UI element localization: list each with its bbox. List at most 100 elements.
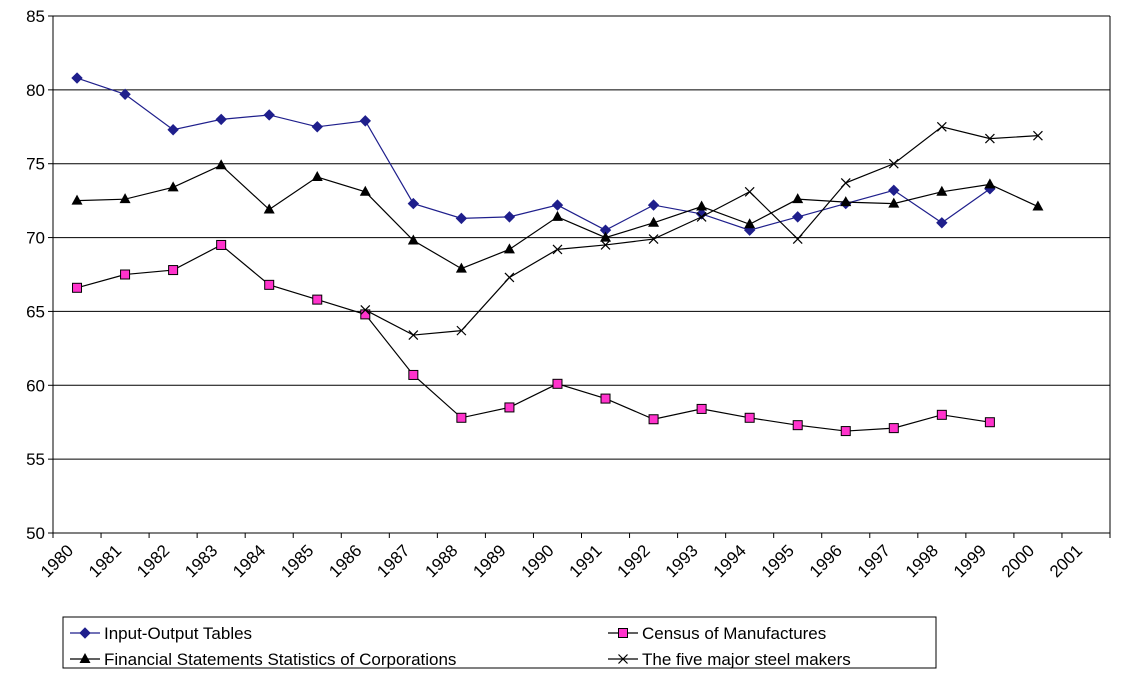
y-tick-label: 65 <box>26 302 45 321</box>
data-point-x <box>618 654 628 664</box>
x-tick-label: 1997 <box>854 541 894 581</box>
x-tick-label: 1980 <box>37 541 77 581</box>
data-point-x <box>840 177 851 188</box>
data-point-triangle <box>648 216 660 227</box>
y-tick-label: 55 <box>26 450 45 469</box>
data-point-square <box>456 412 467 423</box>
data-point-diamond <box>647 199 660 211</box>
x-tick-label: 1999 <box>950 541 990 581</box>
x-tick-label: 1985 <box>277 541 317 581</box>
data-point-triangle <box>79 653 91 663</box>
legend-label: Census of Manufactures <box>642 624 826 643</box>
data-point-x <box>888 158 899 169</box>
data-point-diamond <box>888 184 900 197</box>
data-point-triangle <box>1032 200 1044 211</box>
x-tick-label: 1986 <box>325 541 365 581</box>
data-point-x <box>1033 130 1043 141</box>
legend-item: Input-Output Tables <box>70 624 252 643</box>
data-point-diamond <box>791 211 804 223</box>
y-tick-label: 80 <box>26 81 45 100</box>
data-point-diamond <box>936 217 948 229</box>
x-tick-label: 1981 <box>85 541 125 581</box>
x-tick-label: 1982 <box>133 541 173 581</box>
data-point-triangle <box>71 194 83 205</box>
data-point-square <box>120 269 131 280</box>
data-point-triangle <box>359 185 371 196</box>
data-point-triangle <box>551 210 563 221</box>
data-point-square <box>840 426 851 437</box>
data-point-square <box>408 369 419 380</box>
legend: Input-Output Tables Census of Manufacture… <box>62 616 937 669</box>
x-tick-label: 1992 <box>614 541 654 581</box>
x-tick-label: 2000 <box>998 541 1038 581</box>
y-tick-labels: 50 55 60 65 70 75 80 85 <box>26 7 45 543</box>
data-point-triangle <box>744 218 756 229</box>
data-point-x <box>456 325 467 336</box>
data-point-square <box>984 417 995 428</box>
data-point-triangle <box>888 197 900 208</box>
data-point-square <box>168 265 179 276</box>
x-tick-label: 1998 <box>902 541 942 581</box>
legend-item: Census of Manufactures <box>608 624 826 643</box>
x-tick-label: 1988 <box>421 541 461 581</box>
data-point-triangle <box>503 243 515 254</box>
x-tick-label: 1996 <box>806 541 846 581</box>
data-point-square <box>552 378 563 389</box>
data-point-square <box>936 409 947 420</box>
legend-label: Input-Output Tables <box>104 624 252 643</box>
y-tick-label: 85 <box>26 7 45 26</box>
legend-label: The five major steel makers <box>642 650 851 669</box>
data-point-triangle <box>455 262 467 273</box>
data-point-diamond <box>311 121 323 133</box>
x-tick-label: 1994 <box>710 541 750 581</box>
data-point-square <box>216 239 227 250</box>
x-tick-label: 1993 <box>662 541 702 581</box>
data-point-diamond <box>215 113 227 126</box>
data-point-square <box>696 403 707 414</box>
data-point-square <box>312 294 323 305</box>
data-point-diamond <box>263 109 275 121</box>
data-point-triangle <box>215 159 227 170</box>
data-point-square <box>792 420 803 431</box>
series-line <box>365 126 1038 336</box>
data-point-square <box>600 393 611 404</box>
data-point-triangle <box>792 193 804 204</box>
data-point-square <box>648 414 659 425</box>
data-point-diamond <box>167 124 179 136</box>
y-tick-label: 70 <box>26 229 45 248</box>
data-point-triangle <box>311 171 323 182</box>
data-point-x <box>648 234 659 244</box>
x-tick-label: 1990 <box>517 541 557 581</box>
data-point-triangle <box>936 185 948 196</box>
data-point-x <box>696 211 707 222</box>
x-tick-label: 1995 <box>758 541 798 581</box>
data-point-x <box>984 133 995 144</box>
data-point-triangle <box>840 196 852 207</box>
x-tick-label: 2001 <box>1046 541 1086 581</box>
data-point-triangle <box>119 193 131 204</box>
data-point-square <box>744 412 755 423</box>
data-point-triangle <box>984 178 996 189</box>
data-point-diamond <box>359 115 372 127</box>
data-point-square <box>618 628 628 638</box>
data-point-x <box>744 186 755 197</box>
x-tick-label: 1987 <box>373 541 413 581</box>
data-point-diamond <box>551 199 564 211</box>
series-line <box>76 77 991 231</box>
series-2 <box>71 159 1044 273</box>
data-point-x <box>552 244 563 255</box>
data-point-diamond <box>71 72 83 84</box>
series-0 <box>71 72 996 236</box>
data-point-x <box>936 121 947 132</box>
data-point-diamond <box>503 211 516 223</box>
data-point-square <box>264 279 275 290</box>
data-point-x <box>504 272 515 283</box>
data-point-x <box>360 305 371 315</box>
series-1 <box>72 239 995 437</box>
data-point-triangle <box>263 203 275 214</box>
axes <box>48 15 1111 538</box>
x-tick-label: 1984 <box>229 541 269 581</box>
data-point-x <box>600 240 611 250</box>
legend-item: The five major steel makers <box>608 650 851 669</box>
